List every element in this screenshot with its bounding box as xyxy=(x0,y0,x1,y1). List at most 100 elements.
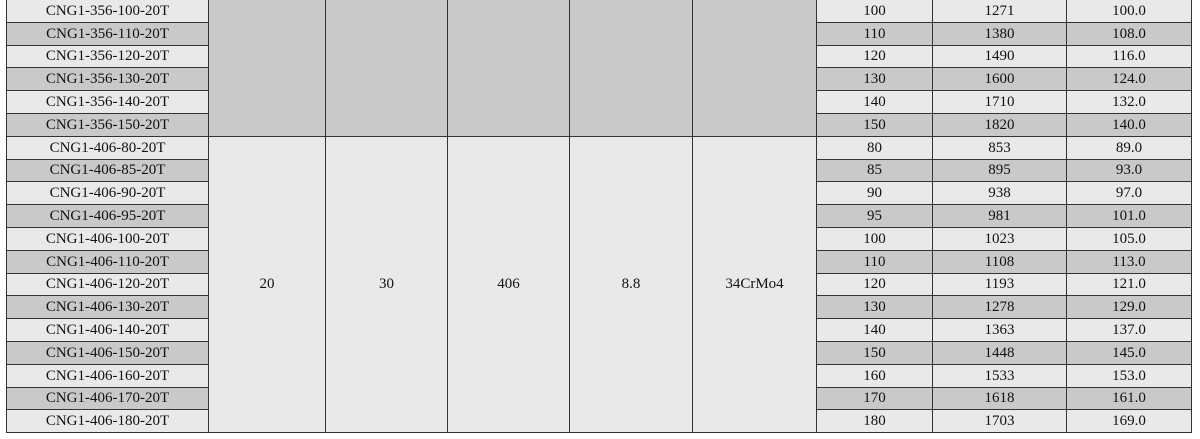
value-cell: 130 xyxy=(816,67,933,92)
shared-spec-cell xyxy=(325,0,448,137)
value-cell: 120 xyxy=(816,272,933,297)
value-cell: 895 xyxy=(932,158,1067,183)
value-cell: 1278 xyxy=(932,295,1067,320)
value-cell: 153.0 xyxy=(1066,363,1192,388)
value-cell: 85 xyxy=(816,158,933,183)
value-cell: 80 xyxy=(816,135,933,160)
value-cell: 1448 xyxy=(932,340,1067,365)
value-cell: 150 xyxy=(816,340,933,365)
table-row: CNG1-356-140-20T 140 1710 132.0 xyxy=(6,90,1192,114)
model-cell: CNG1-356-100-20T xyxy=(6,0,209,23)
value-cell: 1618 xyxy=(932,386,1067,411)
value-cell: 1193 xyxy=(932,272,1067,297)
value-cell: 169.0 xyxy=(1066,409,1192,434)
value-cell: 124.0 xyxy=(1066,67,1192,92)
value-cell: 180 xyxy=(816,409,933,434)
value-cell: 1600 xyxy=(932,67,1067,92)
value-cell: 140.0 xyxy=(1066,112,1192,137)
value-cell: 1380 xyxy=(932,21,1067,46)
value-cell: 853 xyxy=(932,135,1067,160)
value-cell: 137.0 xyxy=(1066,318,1192,342)
value-cell: 938 xyxy=(932,181,1067,206)
value-cell: 1710 xyxy=(932,90,1067,114)
value-cell: 110 xyxy=(816,249,933,274)
value-cell: 113.0 xyxy=(1066,249,1192,274)
table-row: CNG1-356-100-20T 100 1271 100.0 xyxy=(6,0,1192,137)
model-cell: CNG1-406-110-20T xyxy=(6,249,209,274)
model-cell: CNG1-406-95-20T xyxy=(6,204,209,228)
value-cell: 120 xyxy=(816,44,933,69)
shared-spec-cell: 30 xyxy=(325,135,448,434)
value-cell: 1490 xyxy=(932,44,1067,69)
value-cell: 129.0 xyxy=(1066,295,1192,320)
table-row: CNG1-406-95-20T 95 981 101.0 xyxy=(6,204,1192,228)
model-cell: CNG1-406-100-20T xyxy=(6,226,209,251)
value-cell: 93.0 xyxy=(1066,158,1192,183)
shared-spec-cell xyxy=(569,0,693,137)
table-row: CNG1-406-85-20T 85 895 93.0 xyxy=(6,158,1192,183)
model-cell: CNG1-406-180-20T xyxy=(6,409,209,434)
shared-spec-cell: 20 xyxy=(208,135,326,434)
value-cell: 1108 xyxy=(932,249,1067,274)
value-cell: 145.0 xyxy=(1066,340,1192,365)
value-cell: 132.0 xyxy=(1066,90,1192,114)
value-cell: 170 xyxy=(816,386,933,411)
value-cell: 1533 xyxy=(932,363,1067,388)
model-cell: CNG1-406-90-20T xyxy=(6,181,209,206)
table-row: CNG1-356-150-20T 150 1820 140.0 xyxy=(6,112,1192,137)
model-cell: CNG1-356-120-20T xyxy=(6,44,209,69)
shared-spec-cell: 8.8 xyxy=(569,135,693,434)
table-row: CNG1-356-110-20T 110 1380 108.0 xyxy=(6,21,1192,46)
model-cell: CNG1-406-170-20T xyxy=(6,386,209,411)
value-cell: 90 xyxy=(816,181,933,206)
value-cell: 140 xyxy=(816,90,933,114)
model-cell: CNG1-406-150-20T xyxy=(6,340,209,365)
value-cell: 89.0 xyxy=(1066,135,1192,160)
value-cell: 981 xyxy=(932,204,1067,228)
model-cell: CNG1-406-80-20T xyxy=(6,135,209,160)
table-row: CNG1-406-120-20T 120 1193 121.0 xyxy=(6,272,1192,297)
table-row: CNG1-406-180-20T 180 1703 169.0 xyxy=(6,409,1192,434)
model-cell: CNG1-356-150-20T xyxy=(6,112,209,137)
table-row: CNG1-406-100-20T 100 1023 105.0 xyxy=(6,226,1192,251)
value-cell: 140 xyxy=(816,318,933,342)
value-cell: 97.0 xyxy=(1066,181,1192,206)
value-cell: 105.0 xyxy=(1066,226,1192,251)
table-row: CNG1-356-130-20T 130 1600 124.0 xyxy=(6,67,1192,92)
value-cell: 108.0 xyxy=(1066,21,1192,46)
table-row: CNG1-406-140-20T 140 1363 137.0 xyxy=(6,318,1192,342)
table-row: CNG1-406-160-20T 160 1533 153.0 xyxy=(6,363,1192,388)
value-cell: 100 xyxy=(816,0,933,23)
spec-table: CNG1-356-100-20T 100 1271 100.0 CNG1-356-110… xyxy=(6,0,1192,434)
model-cell: CNG1-406-140-20T xyxy=(6,318,209,342)
table-row: CNG1-406-90-20T 90 938 97.0 xyxy=(6,181,1192,206)
value-cell: 1271 xyxy=(932,0,1067,23)
value-cell: 130 xyxy=(816,295,933,320)
value-cell: 161.0 xyxy=(1066,386,1192,411)
table-row: CNG1-406-110-20T 110 1108 113.0 xyxy=(6,249,1192,274)
value-cell: 110 xyxy=(816,21,933,46)
value-cell: 95 xyxy=(816,204,933,228)
shared-spec-cell: 34CrMo4 xyxy=(692,135,817,434)
shared-spec-cell xyxy=(692,0,817,137)
model-cell: CNG1-406-160-20T xyxy=(6,363,209,388)
table-row: CNG1-406-150-20T 150 1448 145.0 xyxy=(6,340,1192,365)
shared-spec-cell: 406 xyxy=(447,135,570,434)
value-cell: 121.0 xyxy=(1066,272,1192,297)
value-cell: 1023 xyxy=(932,226,1067,251)
model-cell: CNG1-356-140-20T xyxy=(6,90,209,114)
model-cell: CNG1-406-85-20T xyxy=(6,158,209,183)
value-cell: 101.0 xyxy=(1066,204,1192,228)
model-cell: CNG1-406-120-20T xyxy=(6,272,209,297)
value-cell: 100 xyxy=(816,226,933,251)
table-row: CNG1-406-80-20T 20 30 406 8.8 34CrMo4 80 853 89.… xyxy=(6,135,1192,434)
value-cell: 100.0 xyxy=(1066,0,1192,23)
model-cell: CNG1-356-110-20T xyxy=(6,21,209,46)
shared-spec-cell xyxy=(447,0,570,137)
shared-spec-cell xyxy=(208,0,326,137)
model-cell: CNG1-406-130-20T xyxy=(6,295,209,320)
model-cell: CNG1-356-130-20T xyxy=(6,67,209,92)
value-cell: 116.0 xyxy=(1066,44,1192,69)
value-cell: 150 xyxy=(816,112,933,137)
value-cell: 1363 xyxy=(932,318,1067,342)
